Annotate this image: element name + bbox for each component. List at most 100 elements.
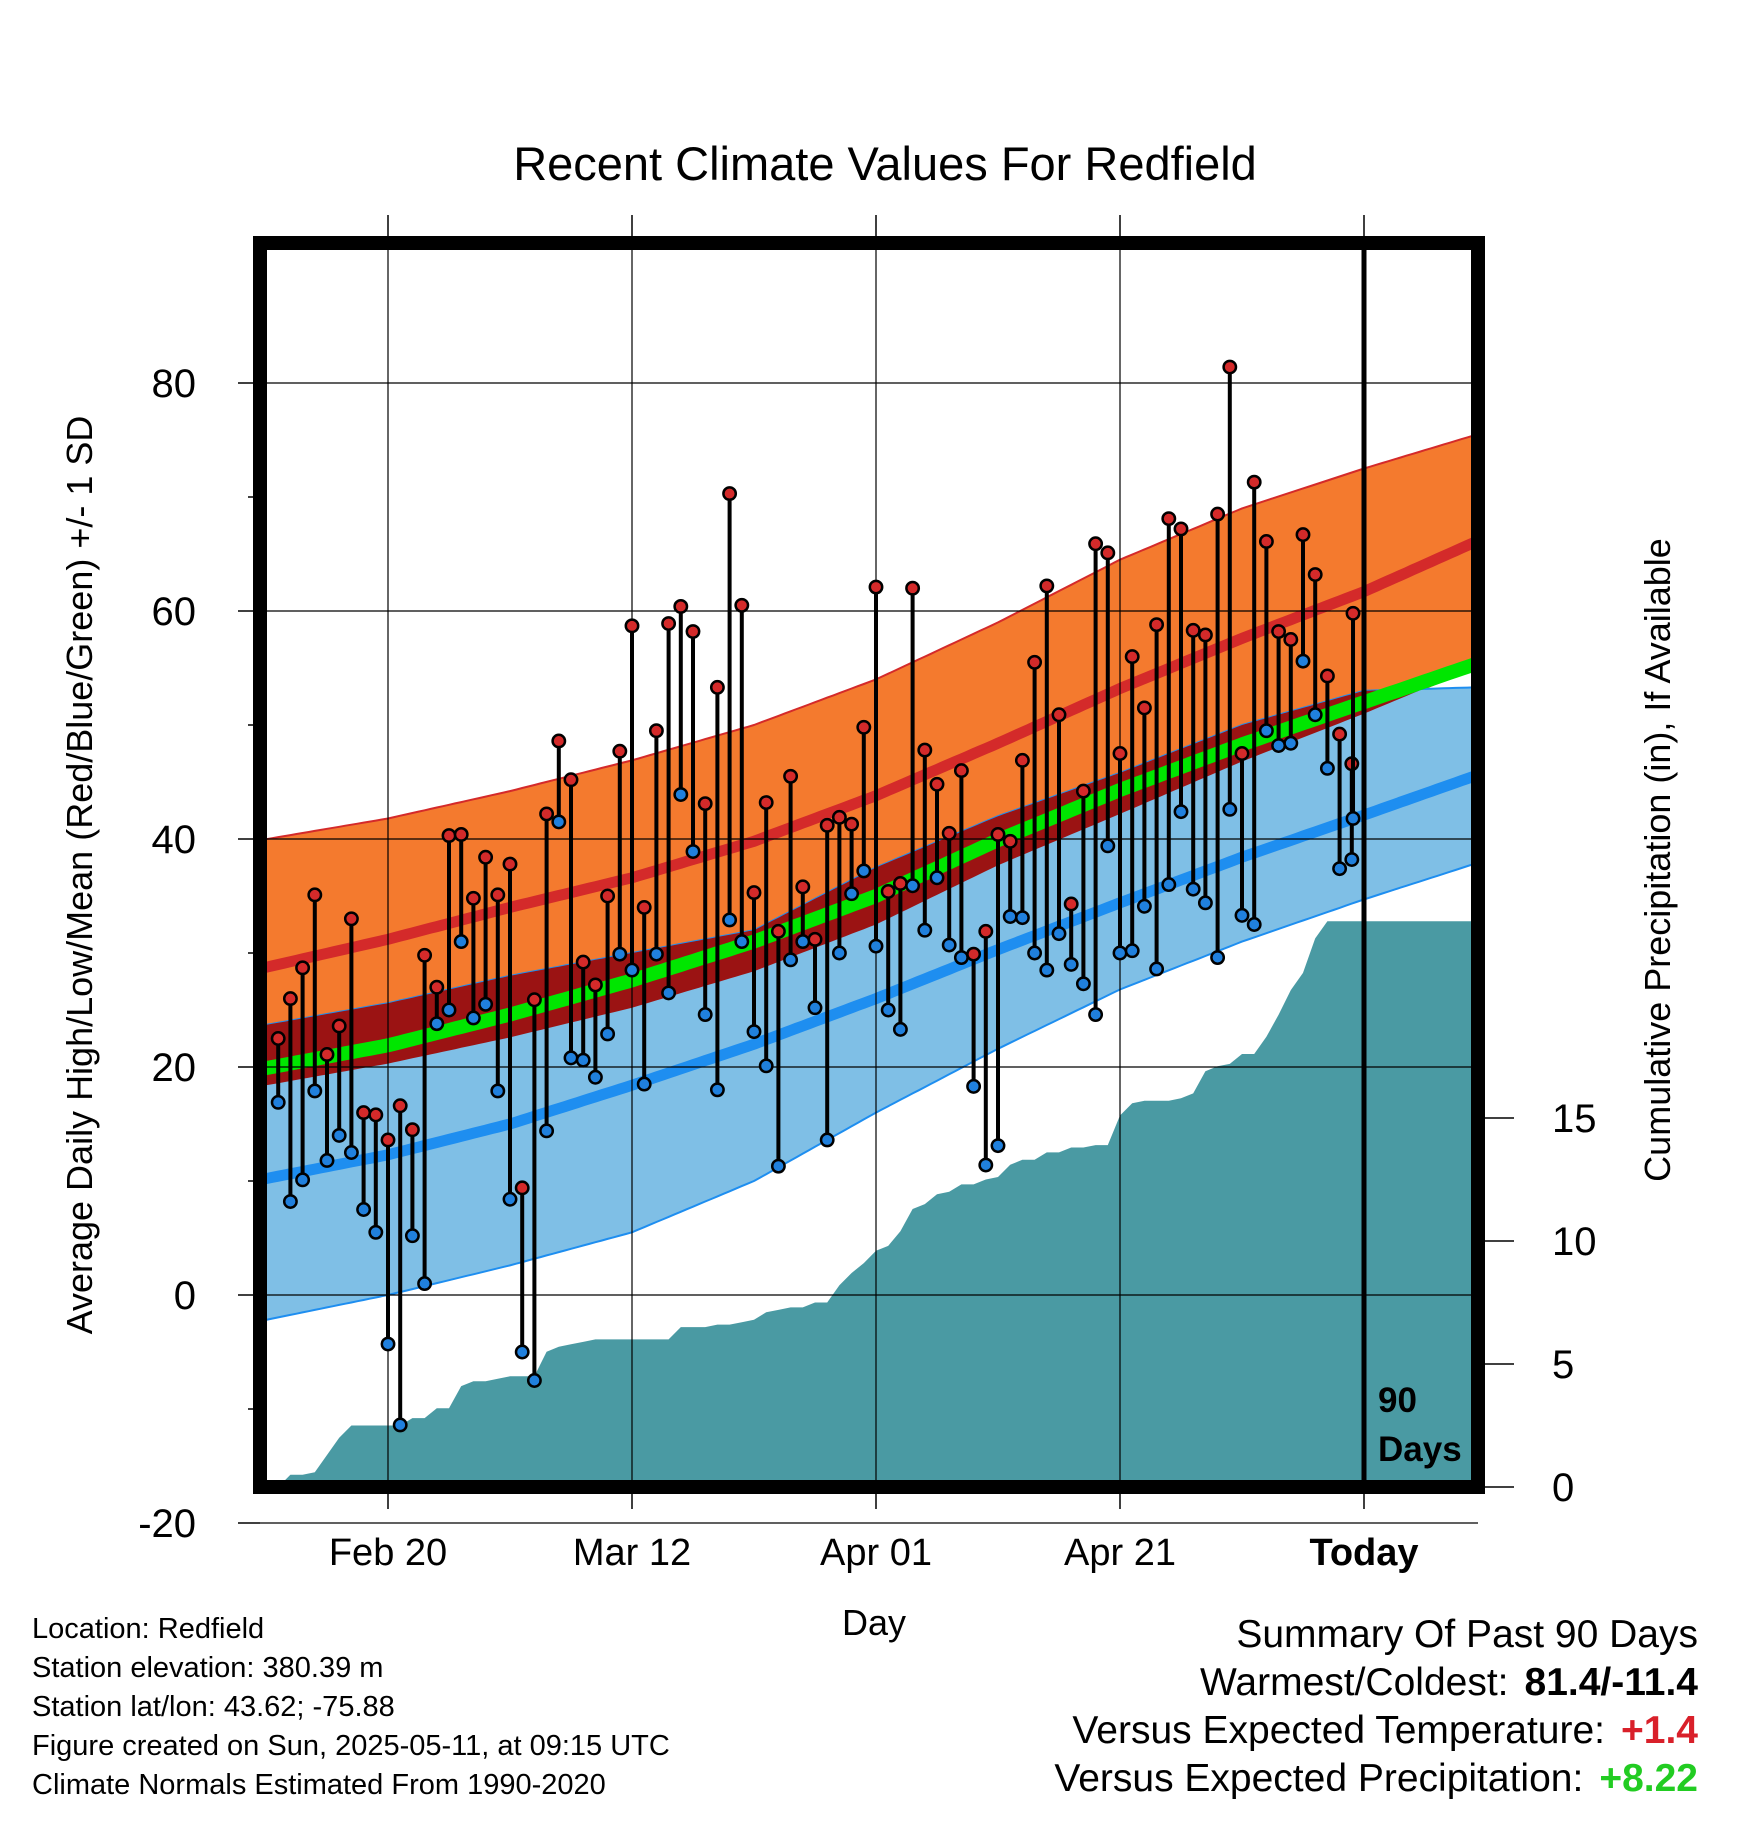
daily-low-marker (1124, 943, 1140, 959)
daily-low-marker (1210, 950, 1226, 966)
daily-high-marker (331, 1018, 347, 1034)
y-right-tick-label: 10 (1552, 1220, 1597, 1264)
daily-high-marker (1185, 622, 1201, 638)
daily-low-marker (1051, 926, 1067, 942)
daily-high-marker (551, 733, 567, 749)
daily-low-marker (1319, 760, 1335, 776)
summary-heading: Summary Of Past 90 Days (1236, 1613, 1698, 1656)
daily-high-marker (624, 618, 640, 634)
x-tick-label: Feb 20 (329, 1532, 447, 1574)
daily-high-marker (380, 1132, 396, 1148)
daily-low-marker (734, 934, 750, 950)
daily-low-marker (661, 985, 677, 1001)
daily-high-marker (514, 1180, 530, 1196)
daily-low-marker (624, 962, 640, 978)
daily-high-marker (844, 816, 860, 832)
x-tick-label: Mar 12 (573, 1532, 691, 1574)
cumulative-precip-area (278, 921, 1474, 1487)
daily-low-marker (1185, 881, 1201, 897)
daily-low-marker (551, 814, 567, 830)
daily-high-marker (1075, 783, 1091, 799)
daily-low-marker (612, 946, 628, 962)
daily-high-marker (1100, 545, 1116, 561)
daily-low-marker (575, 1052, 591, 1068)
daily-high-marker (1283, 632, 1299, 647)
daily-low-marker (295, 1172, 311, 1188)
daily-low-marker (307, 1083, 323, 1099)
daily-low-marker (526, 1373, 542, 1388)
daily-low-marker (514, 1344, 530, 1360)
daily-high-marker (356, 1105, 372, 1121)
daily-low-marker (1197, 895, 1213, 911)
daily-low-marker (404, 1228, 420, 1244)
daily-high-marker (636, 899, 652, 915)
daily-high-marker (1234, 746, 1250, 761)
daily-high-marker (453, 826, 469, 842)
daily-low-marker (1332, 861, 1348, 877)
daily-high-marker (1258, 534, 1274, 549)
daily-high-marker (1197, 627, 1213, 643)
chart-title: Recent Climate Values For Redfield (513, 137, 1257, 190)
daily-low-marker (1063, 956, 1079, 972)
daily-high-marker (1149, 617, 1165, 633)
y-left-tick-label: 20 (152, 1046, 197, 1090)
daily-low-marker (709, 1082, 725, 1098)
temp-value: +1.4 (1621, 1709, 1698, 1752)
summary-panel: Summary Of Past 90 Days Warmest/Coldest:… (1054, 1611, 1698, 1803)
daily-low-marker (697, 1007, 713, 1023)
daily-high-marker (953, 763, 969, 779)
daily-high-marker (319, 1047, 335, 1062)
summary-warm-cold: Warmest/Coldest: 81.4/-11.4 (1054, 1659, 1698, 1707)
daily-low-marker (270, 1094, 286, 1110)
daily-low-marker (429, 1016, 445, 1032)
daily-low-marker (453, 934, 469, 950)
daily-low-marker (502, 1191, 518, 1207)
daily-high-marker (819, 817, 835, 833)
daily-low-marker (929, 870, 945, 886)
daily-low-marker (941, 937, 957, 953)
daily-high-marker (929, 776, 945, 792)
warm-cold-value: 81.4/-11.4 (1524, 1661, 1698, 1704)
daily-high-marker (295, 960, 311, 976)
daily-low-marker (282, 1194, 298, 1209)
daily-high-marker (368, 1107, 384, 1123)
window-label-line1: 90 (1378, 1381, 1417, 1420)
daily-high-marker (892, 876, 908, 891)
plot-content (260, 434, 1477, 1487)
daily-high-marker (1136, 700, 1152, 716)
daily-high-marker (722, 486, 738, 502)
daily-high-marker (880, 883, 896, 899)
daily-low-marker (1161, 877, 1177, 893)
daily-low-marker (1344, 852, 1360, 867)
daily-high-marker (465, 890, 481, 906)
daily-low-marker (905, 878, 921, 894)
low-lower-edge (260, 863, 1475, 1323)
daily-low-marker (990, 1138, 1006, 1154)
daily-high-marker (429, 979, 445, 995)
daily-low-marker (844, 886, 860, 902)
normals-text: Climate Normals Estimated From 1990-2020 (32, 1769, 606, 1801)
daily-low-marker (917, 922, 933, 938)
daily-high-marker (1051, 707, 1067, 723)
daily-high-marker (697, 796, 713, 812)
x-tick-label: Today (1309, 1532, 1418, 1574)
daily-low-marker (978, 1157, 994, 1173)
daily-high-marker (917, 742, 933, 758)
daily-high-marker (868, 579, 884, 595)
temp-label: Versus Expected Temperature: (1072, 1709, 1605, 1752)
latlon-text: Station lat/lon: 43.62; -75.88 (32, 1691, 395, 1723)
daily-low-marker (441, 1002, 457, 1018)
daily-high-marker (831, 809, 847, 825)
summary-precip: Versus Expected Precipitation: +8.22 (1054, 1755, 1698, 1803)
daily-high-marker (905, 580, 921, 596)
daily-high-marker (1161, 511, 1177, 527)
daily-high-marker (502, 856, 518, 872)
daily-low-marker (417, 1276, 433, 1292)
daily-high-marker (1124, 649, 1140, 665)
y-left-tick-label: 80 (152, 362, 197, 406)
daily-high-marker (1295, 527, 1311, 543)
daily-high-marker (478, 849, 494, 865)
daily-low-marker (1002, 909, 1018, 924)
daily-low-marker (587, 1069, 603, 1085)
daily-low-marker (1307, 707, 1323, 723)
